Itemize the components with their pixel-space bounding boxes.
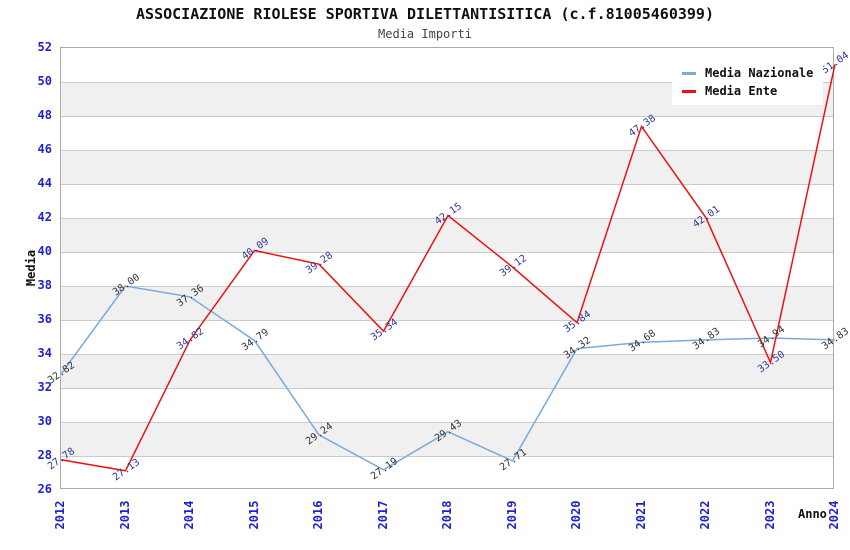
gridline [61, 387, 833, 389]
gridline [61, 251, 833, 253]
gridline [61, 115, 833, 117]
y-tick-label: 40 [37, 244, 52, 258]
y-tick-label: 44 [37, 176, 52, 190]
x-tick-label: 2016 [311, 500, 325, 530]
x-tick-label: 2019 [504, 500, 519, 530]
x-tick-label: 2021 [633, 500, 648, 530]
y-tick-label: 42 [37, 210, 52, 224]
y-tick-label: 26 [37, 482, 52, 496]
series-lines [60, 64, 836, 472]
x-tick-label: 2018 [440, 500, 454, 530]
gridline [61, 421, 833, 423]
legend-color-dash-icon [682, 71, 696, 75]
y-tick-label: 50 [37, 74, 52, 88]
x-axis-title: Anno [798, 507, 827, 521]
x-tick-label: 2023 [762, 500, 777, 530]
legend-color-dash-icon [682, 89, 696, 93]
y-tick-label: 48 [37, 108, 52, 122]
y-tick-label: 38 [37, 278, 52, 292]
gridline [61, 183, 833, 185]
legend-label: Media Nazionale [705, 66, 814, 80]
x-tick-label: 2014 [182, 500, 196, 530]
y-tick-label: 28 [37, 448, 52, 462]
gridline [61, 455, 833, 457]
chart-subtitle: Media Importi [378, 27, 472, 41]
x-tick-label: 2022 [698, 500, 712, 530]
y-tick-label: 32 [37, 380, 52, 394]
series-line-media-ente [60, 64, 836, 472]
y-tick-label: 34 [37, 346, 52, 360]
series-line-media-nazionale [60, 285, 836, 471]
x-tick-label: 2015 [246, 500, 261, 530]
plot-area: 32.82 38.00 37.36 34.79 29.24 27.19 29.43 27.71… [46, 47, 850, 489]
y-tick-label: 46 [37, 142, 52, 156]
x-tick-label: 2020 [569, 500, 583, 530]
x-tick-label: 2017 [375, 500, 390, 530]
gridline [61, 285, 833, 287]
y-tick-label: 30 [37, 414, 52, 428]
x-tick-label: 2013 [117, 500, 132, 530]
legend-item-media-ente: Media Ente [682, 84, 813, 98]
legend-label: Media Ente [705, 84, 778, 98]
x-tick-label: 2012 [53, 500, 67, 530]
chart-title: ASSOCIAZIONE RIOLESE SPORTIVA DILETTANTI… [136, 5, 714, 23]
gridline [61, 353, 833, 355]
gridline [61, 81, 833, 83]
x-tick-label: 2024 [827, 500, 841, 530]
legend: Media Nazionale Media Ente [672, 60, 824, 105]
y-tick-label: 52 [37, 40, 52, 54]
legend-item-media-nazionale: Media Nazionale [682, 66, 813, 80]
gridline [61, 319, 833, 321]
y-tick-label: 36 [37, 312, 52, 326]
gridline [61, 149, 833, 151]
